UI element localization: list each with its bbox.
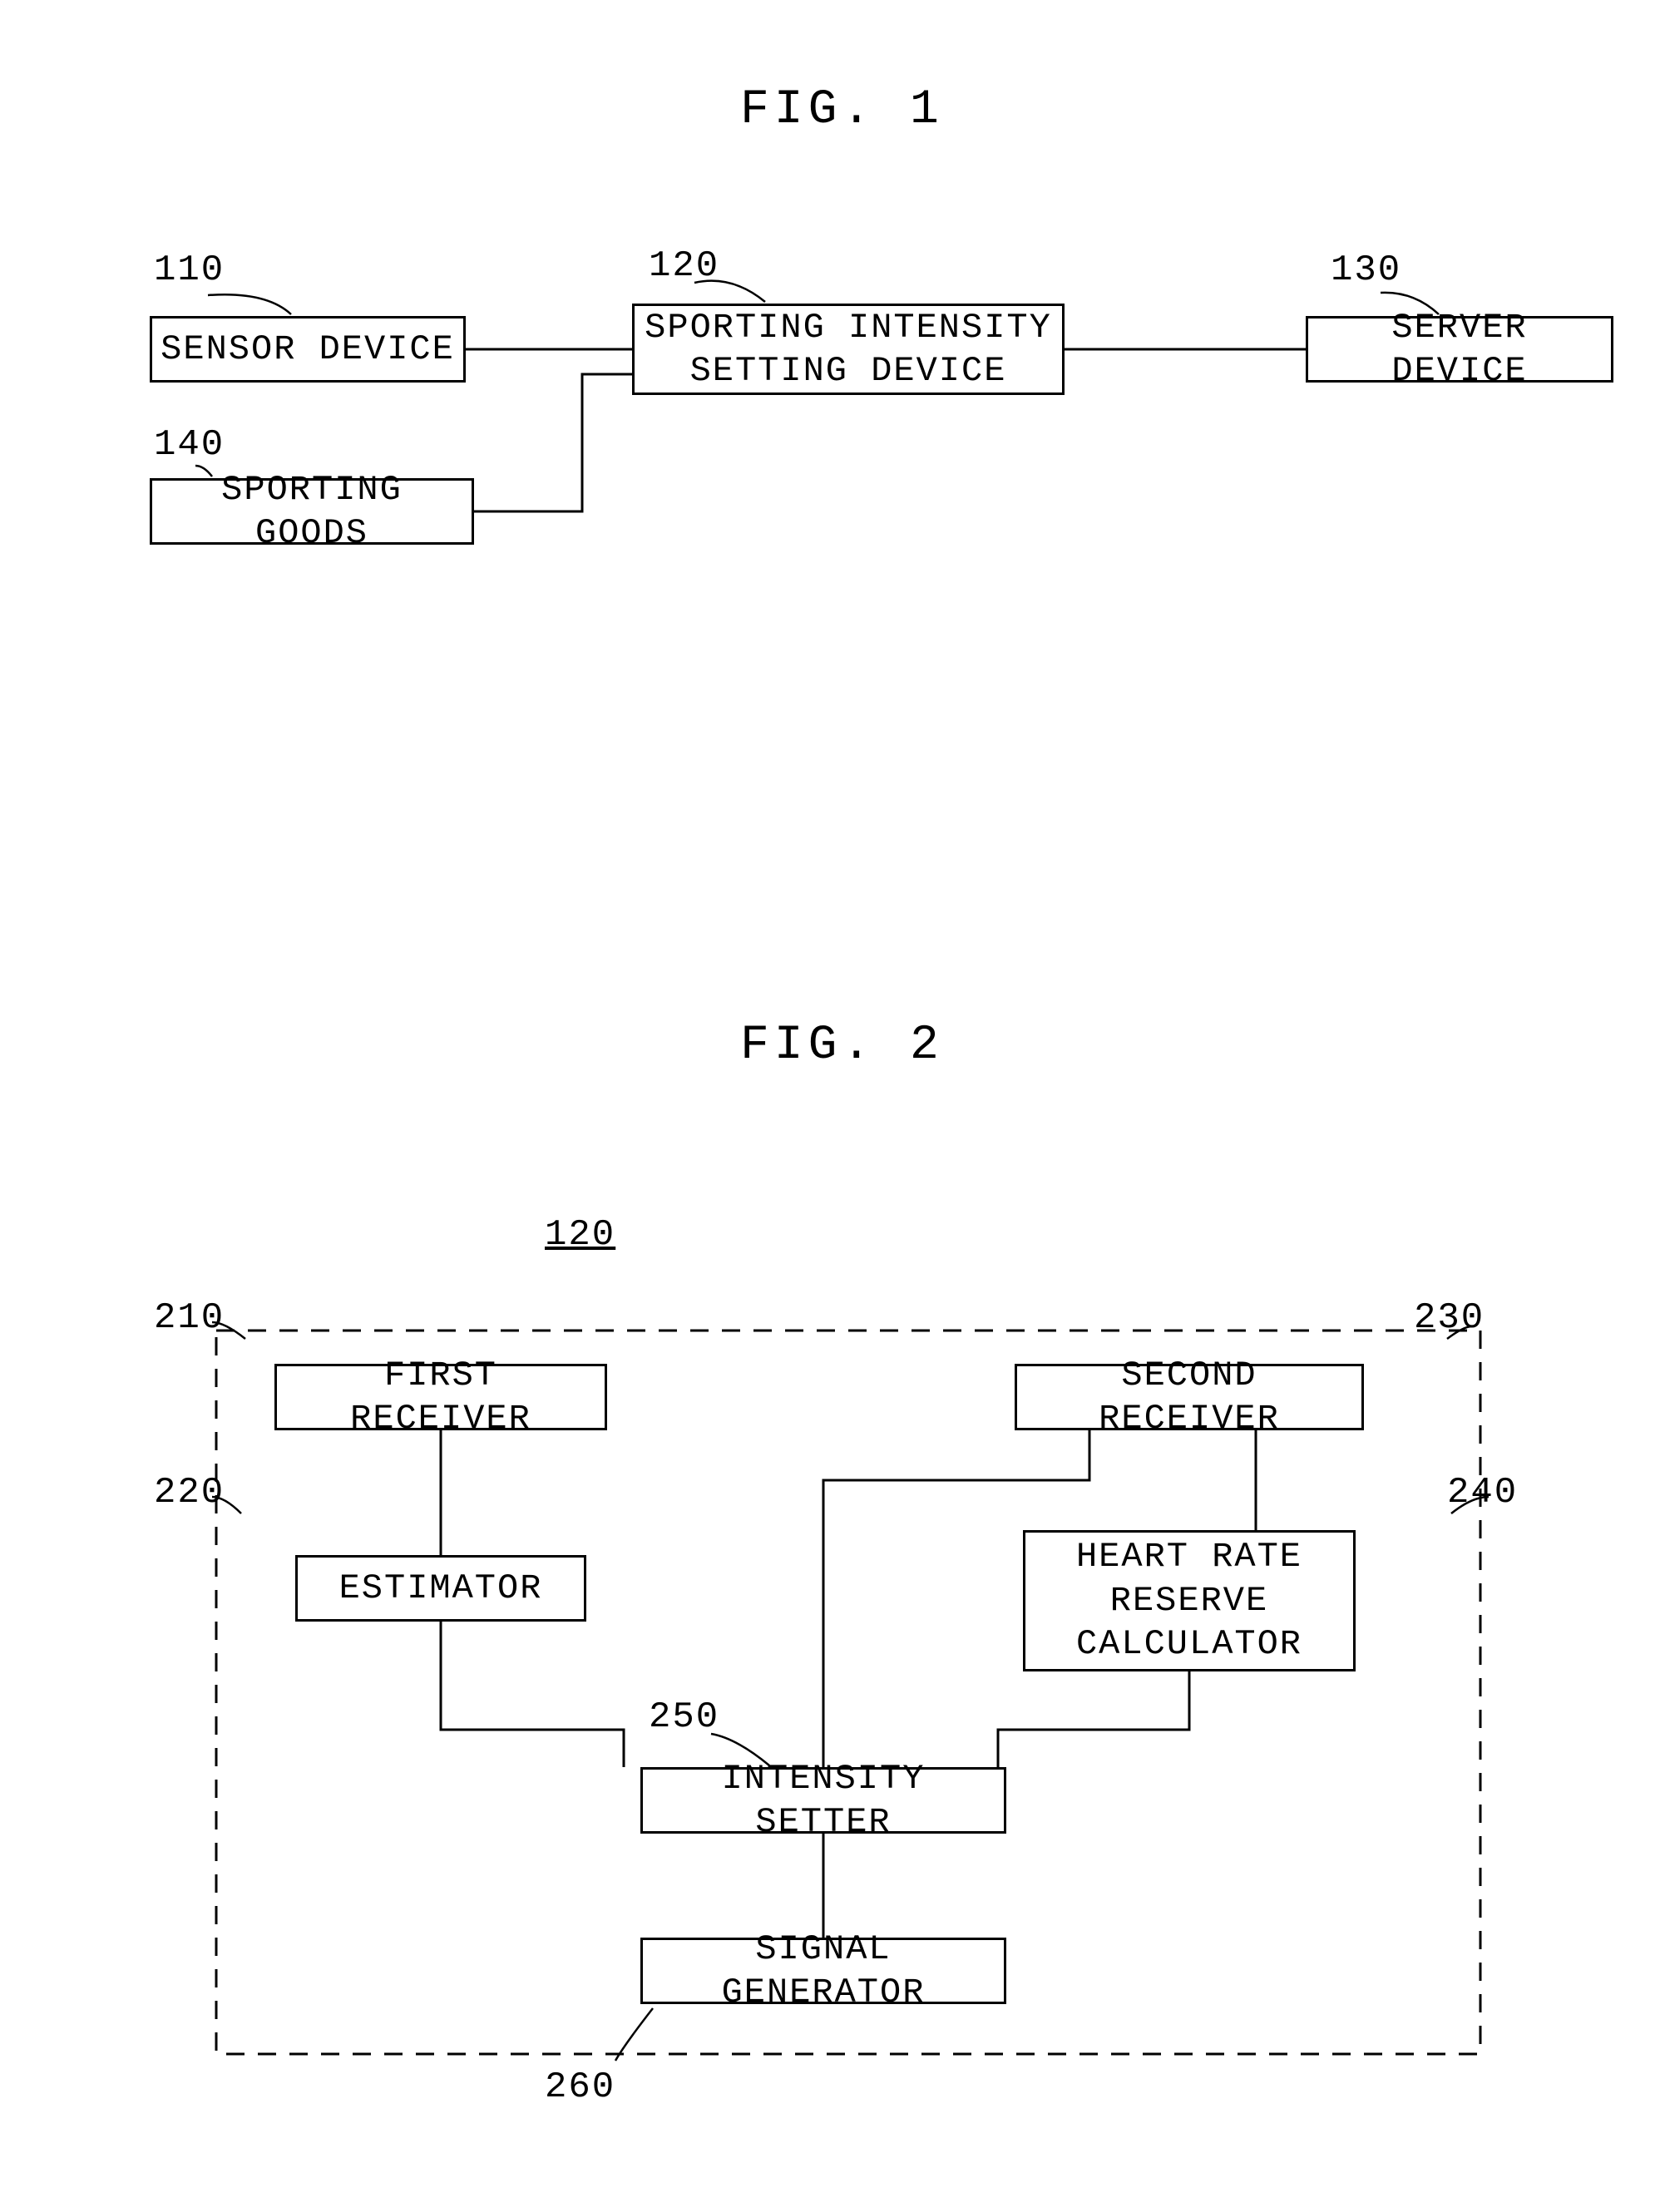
label-server-device: SERVER DEVICE — [1317, 306, 1603, 393]
ref-230: 230 — [1414, 1297, 1485, 1339]
label-signal-generator: SIGNAL GENERATOR — [651, 1928, 995, 2015]
box-signal-generator: SIGNAL GENERATOR — [640, 1938, 1006, 2004]
ref-240: 240 — [1447, 1472, 1518, 1513]
figure2-title: FIG. 2 — [740, 1019, 944, 1073]
box-setting-device: SPORTING INTENSITY SETTING DEVICE — [632, 304, 1065, 395]
ref-container-120: 120 — [545, 1214, 615, 1256]
ref-130: 130 — [1331, 249, 1401, 291]
box-server-device: SERVER DEVICE — [1306, 316, 1613, 383]
label-intensity-setter: INTENSITY SETTER — [651, 1757, 995, 1844]
ref-110: 110 — [154, 249, 225, 291]
figure1-title: FIG. 1 — [740, 83, 944, 137]
box-estimator: ESTIMATOR — [295, 1555, 586, 1622]
label-sporting-goods: SPORTING GOODS — [161, 468, 463, 555]
box-hrr-calc: HEART RATE RESERVE CALCULATOR — [1023, 1530, 1356, 1671]
box-intensity-setter: INTENSITY SETTER — [640, 1767, 1006, 1834]
ref-220: 220 — [154, 1472, 225, 1513]
label-estimator: ESTIMATOR — [339, 1567, 543, 1611]
ref-250: 250 — [649, 1696, 719, 1738]
box-sensor-device: SENSOR DEVICE — [150, 316, 466, 383]
label-setting-device: SPORTING INTENSITY SETTING DEVICE — [645, 306, 1052, 393]
label-second-receiver: SECOND RECEIVER — [1025, 1354, 1353, 1441]
label-hrr-calc: HEART RATE RESERVE CALCULATOR — [1076, 1535, 1302, 1666]
ref-140: 140 — [154, 424, 225, 466]
box-first-receiver: FIRST RECEIVER — [274, 1364, 607, 1430]
box-sporting-goods: SPORTING GOODS — [150, 478, 474, 545]
ref-120: 120 — [649, 245, 719, 287]
page: FIG. 1 SENSOR DEVICE 110 SPORTING INTENS… — [0, 0, 1655, 2212]
label-sensor-device: SENSOR DEVICE — [161, 328, 455, 372]
ref-260: 260 — [545, 2066, 615, 2108]
box-second-receiver: SECOND RECEIVER — [1015, 1364, 1364, 1430]
ref-210: 210 — [154, 1297, 225, 1339]
label-first-receiver: FIRST RECEIVER — [285, 1354, 596, 1441]
